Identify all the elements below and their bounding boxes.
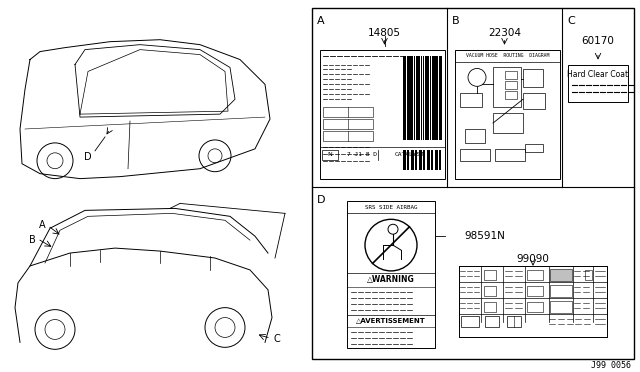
Bar xyxy=(550,269,572,281)
Text: 22304: 22304 xyxy=(488,28,521,38)
Bar xyxy=(414,55,415,140)
Bar xyxy=(405,55,406,140)
Bar xyxy=(415,150,417,170)
Bar xyxy=(407,150,409,170)
Bar xyxy=(441,55,442,140)
Text: 98591N: 98591N xyxy=(465,231,506,241)
Text: A: A xyxy=(317,16,324,26)
Bar xyxy=(460,93,482,107)
Bar xyxy=(460,149,490,161)
Bar xyxy=(434,55,435,140)
Bar xyxy=(527,286,543,296)
Bar xyxy=(419,55,420,140)
Bar xyxy=(484,302,496,312)
Bar xyxy=(493,113,523,133)
Bar xyxy=(411,150,414,170)
Bar xyxy=(437,55,438,140)
Bar xyxy=(461,315,479,327)
Bar xyxy=(323,119,373,129)
Bar xyxy=(505,71,517,79)
Bar xyxy=(320,49,445,179)
Text: 14805: 14805 xyxy=(368,28,401,38)
Bar xyxy=(419,150,422,170)
Text: J99 0056: J99 0056 xyxy=(591,361,631,370)
Bar xyxy=(424,55,427,140)
Bar xyxy=(432,55,435,140)
Text: 60170: 60170 xyxy=(582,36,614,46)
Bar xyxy=(323,131,373,141)
Bar xyxy=(423,150,425,170)
Bar xyxy=(323,107,373,117)
Bar xyxy=(312,8,634,359)
Text: D: D xyxy=(84,152,92,162)
Bar xyxy=(403,55,406,140)
Text: A: A xyxy=(38,220,45,230)
Bar xyxy=(527,270,543,280)
Text: Hard Clear Coat: Hard Clear Coat xyxy=(568,70,628,79)
Text: VACUUM HOSE  ROUTING  DIAGRAM: VACUUM HOSE ROUTING DIAGRAM xyxy=(466,53,549,58)
Bar xyxy=(435,55,436,140)
Text: B: B xyxy=(452,16,460,26)
Bar xyxy=(507,315,521,327)
Bar xyxy=(415,55,417,140)
Bar xyxy=(550,301,572,312)
Bar xyxy=(455,49,560,179)
Bar xyxy=(417,55,420,140)
Text: SRS SIDE AIRBAG: SRS SIDE AIRBAG xyxy=(365,205,417,210)
Bar xyxy=(525,144,543,152)
Bar xyxy=(428,55,429,140)
Text: N: N xyxy=(328,152,332,157)
Bar xyxy=(408,55,410,140)
Bar xyxy=(459,266,607,337)
Bar xyxy=(484,286,496,296)
Bar xyxy=(347,202,435,348)
Bar xyxy=(406,55,408,140)
Bar xyxy=(505,81,517,89)
Bar xyxy=(523,93,545,109)
Bar xyxy=(421,55,422,140)
Text: 99090: 99090 xyxy=(516,254,549,264)
Bar xyxy=(427,150,430,170)
Bar xyxy=(426,55,428,140)
Bar xyxy=(410,55,413,140)
Text: C: C xyxy=(274,334,281,344)
Bar xyxy=(430,55,431,140)
Text: C: C xyxy=(567,16,575,26)
Bar xyxy=(484,270,496,280)
Text: D: D xyxy=(317,195,326,205)
Text: △WARNING: △WARNING xyxy=(367,275,415,284)
Text: B: B xyxy=(29,235,35,245)
Bar xyxy=(439,150,441,170)
Bar xyxy=(485,315,499,327)
Bar xyxy=(568,64,628,102)
Bar xyxy=(439,55,442,140)
Bar xyxy=(495,149,525,161)
Text: CATALYST: CATALYST xyxy=(395,152,425,157)
Bar xyxy=(423,55,424,140)
Bar xyxy=(412,55,413,140)
Bar xyxy=(505,91,517,99)
Bar xyxy=(493,67,521,107)
Bar xyxy=(585,270,592,280)
Bar xyxy=(435,150,438,170)
Text: 7 J1 8 D: 7 J1 8 D xyxy=(347,152,377,157)
Bar xyxy=(403,150,406,170)
Bar xyxy=(465,129,485,143)
Bar xyxy=(523,70,543,87)
Bar xyxy=(431,150,433,170)
Bar xyxy=(322,150,338,160)
Text: △AVERTISSEMENT: △AVERTISSEMENT xyxy=(356,318,426,324)
Bar xyxy=(527,302,543,312)
Bar xyxy=(550,285,572,297)
